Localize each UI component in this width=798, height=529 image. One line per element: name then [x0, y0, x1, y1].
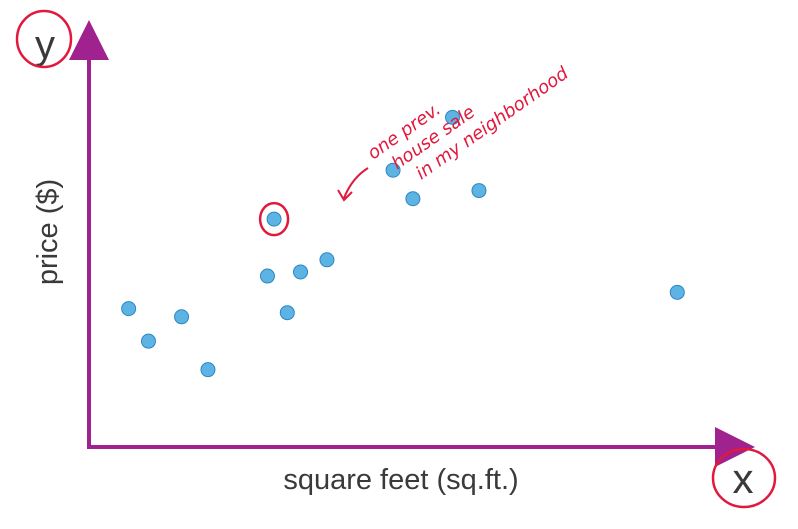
data-point [279, 305, 295, 321]
x-symbol-circle [711, 447, 777, 509]
y-axis-symbol: y [35, 23, 55, 67]
data-point [471, 183, 487, 199]
scatter-points [121, 109, 685, 378]
data-point [293, 264, 309, 280]
data-point [385, 162, 401, 178]
y-axis-label: price ($) [32, 179, 64, 285]
data-point [266, 211, 282, 227]
x-axis-symbol: x [733, 455, 754, 502]
data-point [140, 333, 156, 349]
data-point [319, 252, 335, 268]
highlight-circle [258, 201, 290, 237]
data-point [200, 362, 216, 378]
data-point [669, 284, 685, 300]
x-axis-label: square feet (sq.ft.) [283, 464, 518, 496]
data-point [174, 309, 190, 325]
annotation-arrow [343, 167, 369, 199]
data-point [121, 301, 137, 317]
data-point [405, 191, 421, 207]
annotation-arrowhead [337, 189, 353, 202]
y-symbol-circle [15, 9, 73, 69]
data-point [259, 268, 275, 284]
data-point [445, 109, 461, 125]
